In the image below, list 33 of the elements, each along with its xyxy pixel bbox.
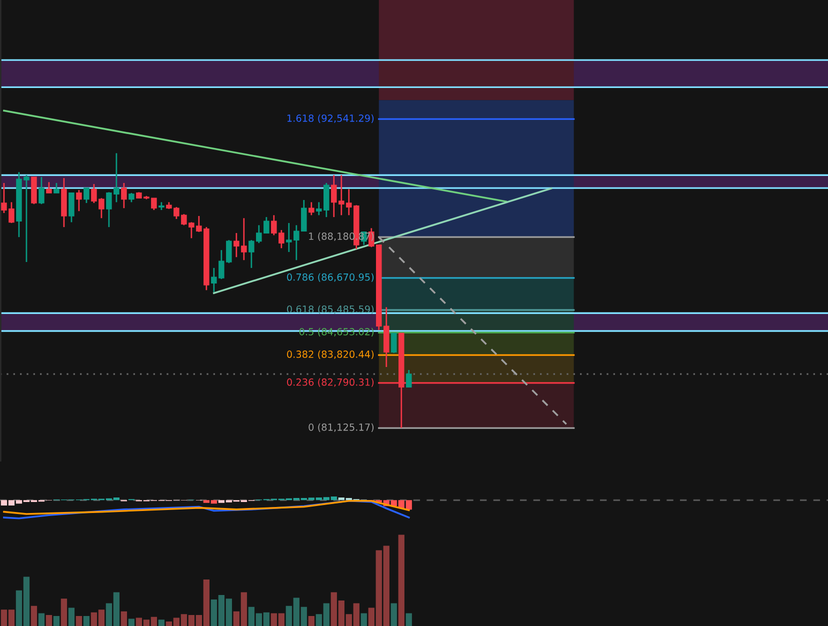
bar xyxy=(360,613,367,626)
bar xyxy=(128,618,135,626)
candlestick xyxy=(84,187,90,204)
bar xyxy=(30,606,38,626)
candlestick xyxy=(38,176,44,205)
bar xyxy=(53,616,60,626)
candlestick xyxy=(76,189,82,212)
candlestick xyxy=(68,192,74,223)
ref-line-label: 0.236 (82,790.31) xyxy=(287,378,374,387)
bar xyxy=(406,613,412,626)
candlestick xyxy=(308,201,314,216)
bar xyxy=(38,613,45,626)
bar xyxy=(83,616,90,626)
candlestick xyxy=(128,192,134,203)
bar xyxy=(76,616,82,626)
bar xyxy=(390,603,397,626)
ref-line-label: 1.618 (92,541.29) xyxy=(287,114,374,124)
ref-line-label: 0.786 (86,670.95) xyxy=(287,273,374,282)
ref-line-label: 0 (81,125.17) xyxy=(308,423,374,432)
candlestick xyxy=(46,181,52,194)
bar xyxy=(68,608,75,626)
candlestick xyxy=(54,182,60,194)
bar xyxy=(308,616,314,626)
bar xyxy=(398,534,404,626)
ref-line-label: 0.618 (85,485.59) xyxy=(287,305,374,314)
candlestick xyxy=(390,332,397,354)
bar xyxy=(158,620,165,626)
candlestick xyxy=(406,369,412,388)
candlestick xyxy=(121,182,127,209)
ref-line-label: 0.382 (83,820.44) xyxy=(287,350,374,360)
bar xyxy=(120,611,128,626)
bar xyxy=(46,615,52,626)
bar xyxy=(60,598,68,626)
